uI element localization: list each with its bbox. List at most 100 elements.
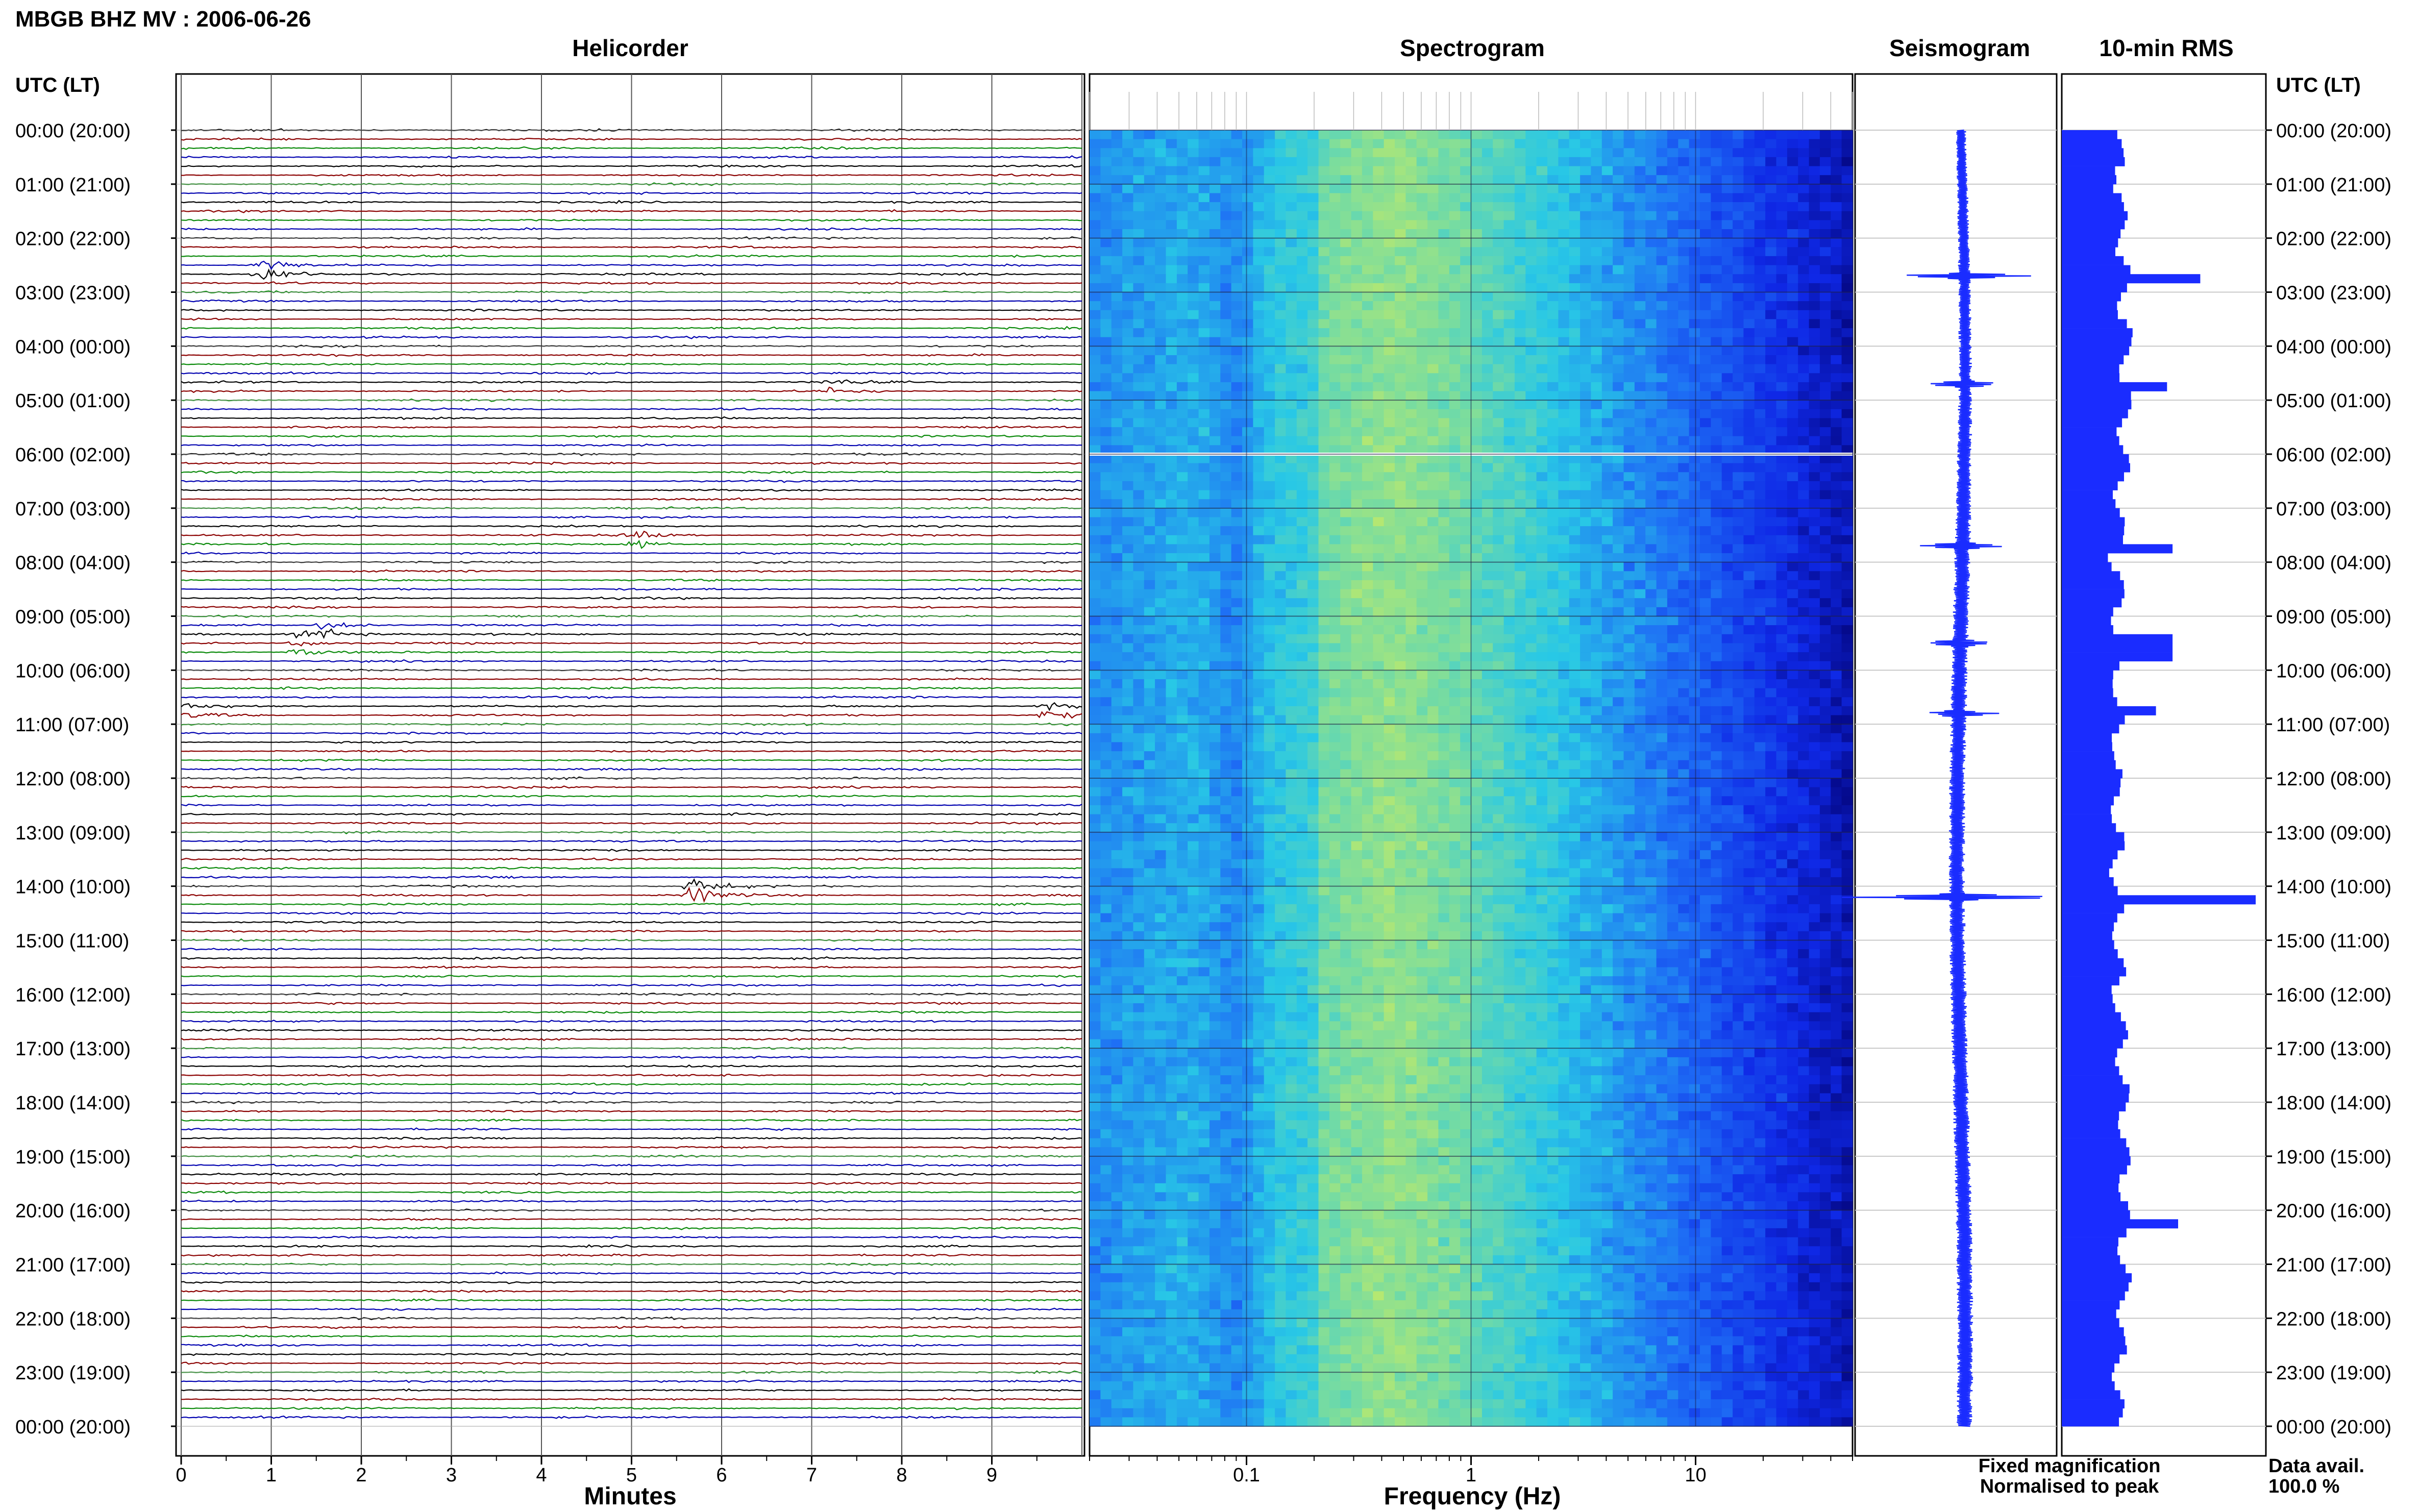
spectrogram-cell — [1438, 598, 1450, 608]
spectrogram-cell — [1493, 607, 1504, 617]
spectrogram-cell — [1188, 220, 1199, 230]
spectrogram-cell — [1721, 382, 1733, 392]
spectrogram-cell — [1547, 355, 1559, 365]
spectrogram-cell — [1111, 382, 1123, 392]
spectrogram-cell — [1340, 166, 1352, 176]
spectrogram-cell — [1667, 616, 1679, 626]
spectrogram-cell — [1514, 346, 1526, 356]
spectrogram-cell — [1416, 283, 1428, 293]
spectrogram-cell — [1525, 661, 1537, 671]
spectrogram-cell — [1798, 238, 1810, 247]
spectrogram-cell — [1700, 499, 1711, 509]
spectrogram-cell — [1340, 526, 1352, 536]
spectrogram-cell — [1329, 724, 1341, 734]
spectrogram-cell — [1525, 355, 1537, 365]
spectrogram-cell — [1798, 670, 1810, 680]
spectrogram-cell — [1471, 238, 1483, 247]
spectrogram-cell — [1209, 472, 1221, 482]
spectrogram-cell — [1580, 130, 1592, 140]
spectrogram-cell — [1547, 193, 1559, 203]
spectrogram-cell — [1482, 580, 1493, 590]
spectrogram-cell — [1111, 598, 1123, 608]
helicorder-trace — [181, 326, 1082, 330]
spectrogram-cell — [1144, 409, 1155, 418]
spectrogram-cell — [1296, 625, 1308, 635]
spectrogram-cell — [1493, 688, 1504, 698]
spectrogram-cell — [1743, 724, 1755, 734]
spectrogram-cell — [1438, 526, 1450, 536]
spectrogram-cell — [1471, 670, 1483, 680]
spectrogram-cell — [1242, 211, 1253, 220]
spectrogram-cell — [1100, 715, 1112, 725]
spectrogram-cell — [1558, 535, 1570, 544]
spectrogram-cell — [1253, 364, 1265, 374]
spectrogram-cell — [1809, 526, 1820, 536]
spectrogram-cell — [1493, 499, 1504, 509]
spectrogram-cell — [1514, 355, 1526, 365]
spectrogram-cell — [1286, 634, 1297, 643]
spectrogram-cell — [1427, 148, 1439, 158]
helicorder-trace — [181, 379, 1082, 384]
spectrogram-cell — [1656, 607, 1668, 617]
spectrogram-cell — [1166, 427, 1177, 437]
spectrogram-cell — [1765, 310, 1777, 319]
spectrogram-cell — [1580, 382, 1592, 392]
spectrogram-cell — [1503, 634, 1515, 643]
spectrogram-cell — [1100, 283, 1112, 293]
spectrogram-cell — [1286, 328, 1297, 338]
spectrogram-cell — [1296, 463, 1308, 473]
spectrogram-cell — [1405, 238, 1417, 247]
spectrogram-cell — [1700, 634, 1711, 643]
helicorder-trace — [181, 461, 1082, 465]
spectrogram-cell — [1449, 679, 1461, 689]
spectrogram-cell — [1242, 382, 1253, 392]
spectrogram-cell — [1100, 445, 1112, 455]
spectrogram-cell — [1253, 148, 1265, 158]
spectrogram-cell — [1111, 346, 1123, 356]
spectrogram-cell — [1438, 535, 1450, 544]
spectrogram-cell — [1405, 445, 1417, 455]
spectrogram-cell — [1601, 256, 1613, 266]
spectrogram-cell — [1405, 400, 1417, 410]
spectrogram-cell — [1329, 535, 1341, 544]
spectrogram-cell — [1296, 220, 1308, 230]
spectrogram-cell — [1645, 481, 1657, 491]
spectrogram-cell — [1275, 202, 1287, 212]
spectrogram-cell — [1580, 166, 1592, 176]
spectrogram-cell — [1449, 310, 1461, 319]
spectrogram-cell — [1547, 283, 1559, 293]
spectrogram-cell — [1242, 724, 1253, 734]
spectrogram-cell — [1493, 355, 1504, 365]
spectrogram-cell — [1198, 679, 1210, 689]
spectrogram-cell — [1623, 346, 1635, 356]
spectrogram-cell — [1351, 652, 1363, 662]
spectrogram-cell — [1427, 283, 1439, 293]
spectrogram-cell — [1601, 571, 1613, 581]
figure-title: MBGB BHZ MV : 2006-06-26 — [15, 7, 311, 32]
spectrogram-cell — [1776, 589, 1788, 599]
spectrogram-cell — [1787, 247, 1798, 257]
spectrogram-cell — [1176, 652, 1188, 662]
spectrogram-cell — [1733, 643, 1744, 653]
spectrogram-cell — [1689, 607, 1700, 617]
helicorder-trace — [181, 1055, 1082, 1059]
spectrogram-cell — [1220, 130, 1232, 140]
spectrogram-cell — [1176, 436, 1188, 445]
spectrogram-cell — [1090, 472, 1101, 482]
spectrogram-cell — [1536, 193, 1548, 203]
spectrogram-cell — [1111, 517, 1123, 527]
spectrogram-cell — [1743, 337, 1755, 346]
spectrogram-cell — [1264, 571, 1275, 581]
spectrogram-cell — [1188, 292, 1199, 302]
spectrogram-cell — [1329, 256, 1341, 266]
spectrogram-cell — [1275, 679, 1287, 689]
spectrogram-cell — [1678, 553, 1690, 563]
spectrogram-cell — [1700, 724, 1711, 734]
spectrogram-cell — [1765, 607, 1777, 617]
spectrogram-cell — [1449, 139, 1461, 148]
spectrogram-cell — [1362, 679, 1373, 689]
spectrogram-cell — [1471, 724, 1483, 734]
spectrogram-cell — [1275, 373, 1287, 383]
spectrogram-cell — [1733, 364, 1744, 374]
spectrogram-cell — [1798, 157, 1810, 167]
